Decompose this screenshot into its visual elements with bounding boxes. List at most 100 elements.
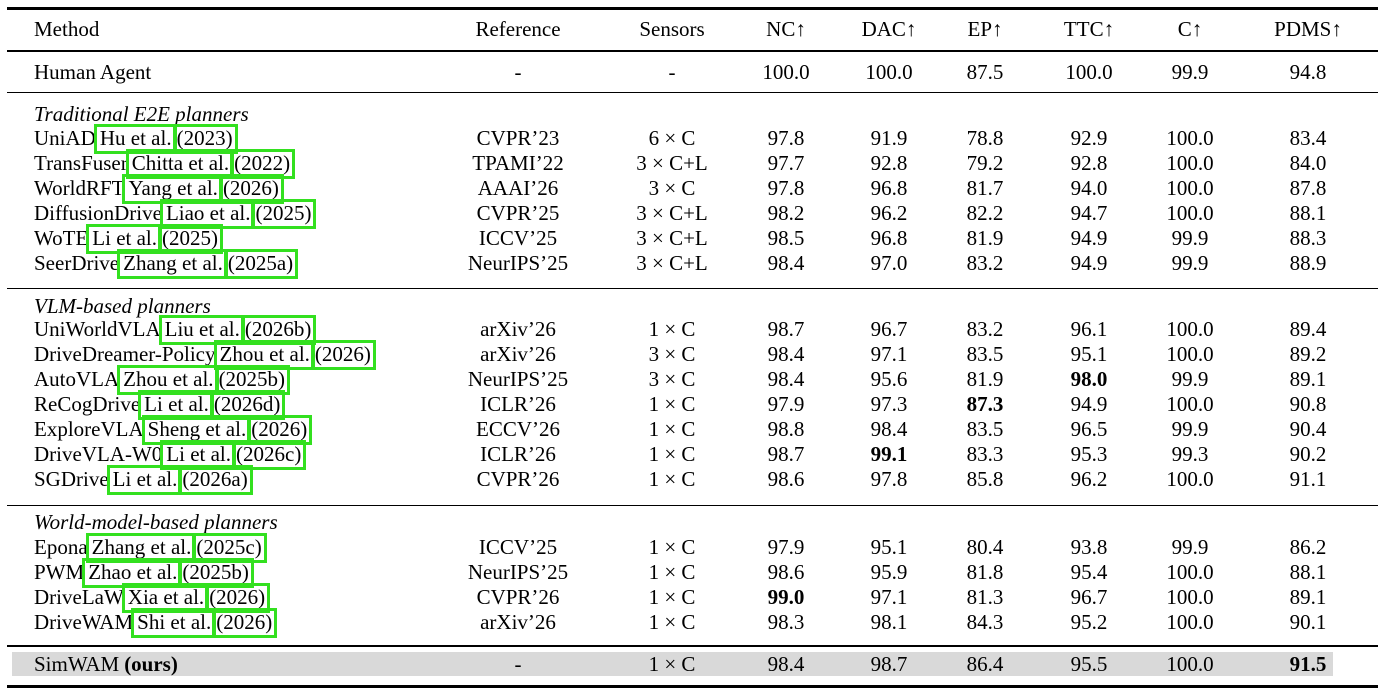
citation-authors: Zhou et al. [219,342,310,366]
cell-ep: 82.2 [966,201,1004,225]
cell-pdms: 83.4 [1289,126,1327,150]
cell-reference: TPAMI’22 [472,151,564,175]
cell-pdms: 88.1 [1289,201,1327,225]
ours-rule [7,645,1378,647]
citation-year: (2026) [251,417,308,441]
ours-tag: (ours) [124,652,178,676]
section-title: VLM-based planners [34,294,211,318]
human-row-pdms: 94.8 [1289,60,1327,84]
method-name: AutoVLA [34,367,120,391]
cell-nc: 97.8 [767,126,805,150]
cell-ep: 81.8 [966,560,1004,584]
cell-nc: 98.8 [767,417,805,441]
cell-c: 100.0 [1166,392,1214,416]
cell-c: 100.0 [1166,560,1214,584]
method-name: DiffusionDrive [34,201,162,225]
cell-c: 100.0 [1166,126,1214,150]
cell-ep: 81.7 [966,176,1004,200]
cell-reference: CVPR’26 [476,467,560,491]
cell-reference: ICCV’25 [478,535,558,559]
cell-nc: 98.5 [767,226,805,250]
cell-pdms: 87.8 [1289,176,1327,200]
method-name: DriveWAM [34,610,134,634]
cell-dac: 95.9 [870,560,908,584]
cell-dac: 96.7 [870,317,908,341]
cell-ep: 83.5 [966,342,1004,366]
citation-authors: Zhao et al. [88,560,178,584]
cell-reference: AAAI’26 [477,176,559,200]
citation-year: (2026) [222,176,279,200]
method-name: WorldRFT [34,176,125,200]
cell-sensors: 3 × C [648,342,696,366]
cell-sensors: 1 × C [648,560,696,584]
cell-ep: 83.5 [966,417,1004,441]
citation-box [233,440,307,470]
cell-reference: CVPR’26 [476,585,560,609]
column-header-reference: Reference [475,17,561,41]
cell-pdms: 91.1 [1289,467,1327,491]
cell-sensors: 1 × C [648,317,696,341]
cell-ttc: 96.7 [1070,585,1108,609]
column-header-ttc: TTC↑ [1063,17,1115,41]
cell-ttc: 93.8 [1070,535,1108,559]
method-name: WoTE [34,226,89,250]
cell-ttc: 94.9 [1070,251,1108,275]
cell-pdms: 84.0 [1289,151,1327,175]
method-name: TransFuser [34,151,128,175]
citation-year: (2026c) [236,442,302,466]
cell-ttc: 96.1 [1070,317,1108,341]
cell-c: 100.0 [1166,201,1214,225]
cell-nc: 98.6 [767,560,805,584]
cell-ep: 83.3 [966,442,1004,466]
bottom-rule [7,685,1378,688]
human-row-nc: 100.0 [762,60,810,84]
ours-cell-pdms: 91.5 [1289,652,1327,676]
citation-box [193,533,267,563]
method-name: DriveLaW [34,585,124,609]
human-row-dac: 100.0 [865,60,913,84]
cell-ep: 85.8 [966,467,1004,491]
cell-dac: 98.1 [870,610,908,634]
cell-ep: 81.9 [966,367,1004,391]
cell-nc: 98.6 [767,467,805,491]
cell-ep: 81.3 [966,585,1004,609]
citation-authors: Chitta et al. [131,151,230,175]
cell-reference: CVPR’23 [476,126,560,150]
cell-sensors: 1 × C [648,535,696,559]
cell-ttc: 95.4 [1070,560,1108,584]
citation-box [231,149,296,179]
human-row-ep: 87.5 [966,60,1004,84]
human-row-method: Human Agent [34,60,152,84]
cell-sensors: 1 × C [648,610,696,634]
cell-c: 100.0 [1166,151,1214,175]
column-header-dac: DAC↑ [861,17,917,41]
citation-box [252,199,317,229]
citation-box [173,124,238,154]
top-rule [7,7,1378,10]
cell-pdms: 89.4 [1289,317,1327,341]
human-row-ttc: 100.0 [1065,60,1113,84]
cell-ep: 84.3 [966,610,1004,634]
cell-sensors: 3 × C [648,176,696,200]
cell-pdms: 89.1 [1289,585,1327,609]
cell-nc: 98.4 [767,251,805,275]
column-header-c: C↑ [1177,17,1203,41]
cell-ep: 83.2 [966,317,1004,341]
cell-ttc: 98.0 [1070,367,1108,391]
cell-ttc: 94.9 [1070,392,1108,416]
citation-authors: Li et al. [92,226,158,250]
cell-nc: 99.0 [767,585,805,609]
cell-sensors: 1 × C [648,392,696,416]
cell-ep: 81.9 [966,226,1004,250]
cell-reference: NeurIPS’25 [467,560,569,584]
method-name: UniWorldVLA [34,317,161,341]
ours-cell-sensors: 1 × C [648,652,696,676]
citation-year: (2025b) [182,560,249,584]
cell-nc: 98.7 [767,317,805,341]
citation-year: (2026) [209,585,266,609]
cell-ttc: 95.1 [1070,342,1108,366]
citation-authors: Liu et al. [164,317,240,341]
cell-nc: 97.9 [767,392,805,416]
cell-reference: arXiv’26 [480,342,556,366]
cell-ttc: 94.7 [1070,201,1108,225]
